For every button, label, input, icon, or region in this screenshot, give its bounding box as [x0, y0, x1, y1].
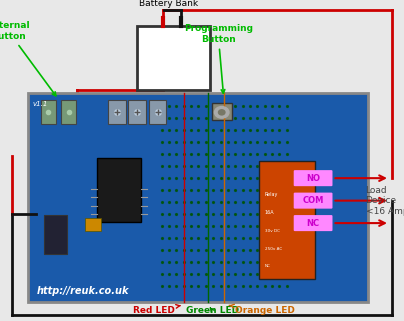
Bar — [149, 100, 166, 124]
Text: 250v AC: 250v AC — [265, 247, 282, 251]
Bar — [85, 218, 101, 231]
Text: COM: COM — [303, 196, 324, 205]
Text: Green LED: Green LED — [185, 306, 239, 315]
Text: Orange LED: Orange LED — [229, 304, 295, 315]
Bar — [28, 93, 368, 302]
Text: NC: NC — [307, 219, 320, 228]
Text: External
Button: External Button — [0, 21, 56, 96]
Bar — [61, 100, 76, 124]
FancyBboxPatch shape — [294, 170, 332, 186]
FancyBboxPatch shape — [294, 193, 332, 209]
Text: http://reuk.co.uk: http://reuk.co.uk — [36, 286, 129, 296]
FancyBboxPatch shape — [294, 215, 332, 231]
Text: 12V Battery or
Battery Bank: 12V Battery or Battery Bank — [139, 0, 205, 8]
Text: Load
Device
<16 Amps: Load Device <16 Amps — [366, 186, 404, 215]
Text: NC: NC — [265, 265, 271, 268]
Circle shape — [215, 107, 229, 118]
Text: 30v DC: 30v DC — [265, 229, 280, 233]
Bar — [128, 100, 146, 124]
Text: 16A: 16A — [265, 210, 274, 215]
Text: Red LED: Red LED — [133, 305, 180, 315]
Bar — [108, 100, 126, 124]
Circle shape — [219, 110, 225, 115]
Text: Relay: Relay — [265, 192, 278, 197]
Bar — [137, 26, 210, 90]
Text: NO: NO — [306, 174, 320, 183]
Bar — [44, 215, 67, 254]
Bar — [97, 158, 141, 222]
Bar — [41, 100, 56, 124]
Text: Programming
Button: Programming Button — [184, 24, 252, 93]
Text: v1.1: v1.1 — [32, 101, 48, 107]
Bar — [212, 103, 232, 120]
Bar — [259, 160, 315, 279]
